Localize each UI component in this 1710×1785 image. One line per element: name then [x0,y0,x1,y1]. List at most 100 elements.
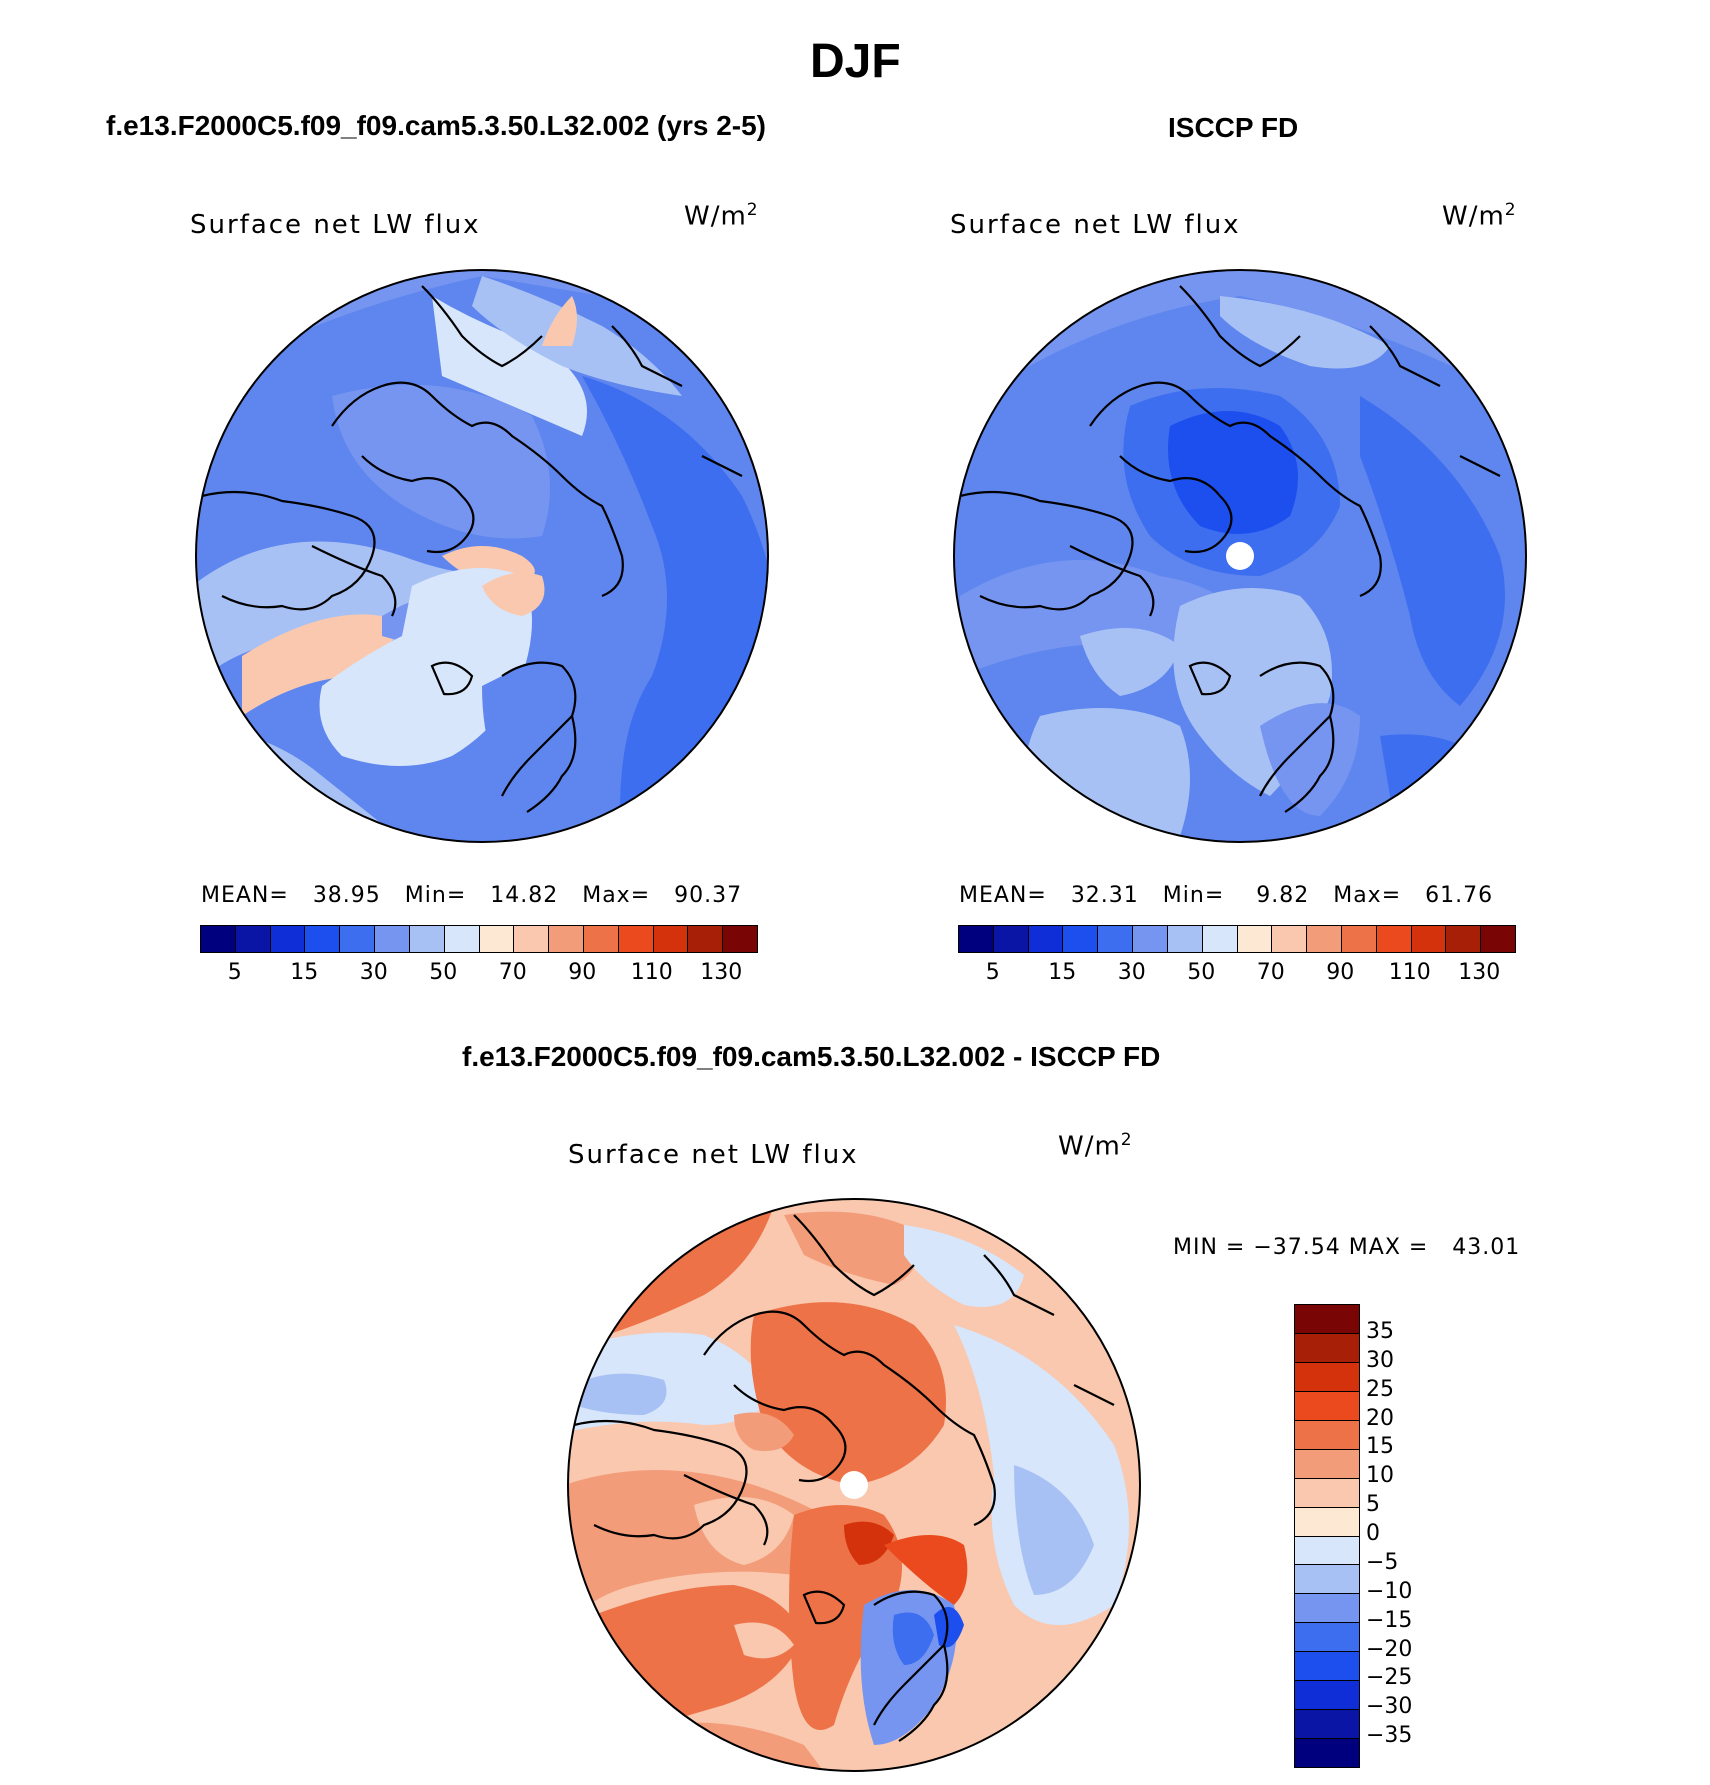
colorbar-swatch [993,926,1029,952]
colorbar-tick-label: 15 [1366,1434,1394,1460]
colorbar-tick-label: 30 [359,960,388,985]
colorbar-swatch [1295,1507,1359,1537]
model-colorbar [200,925,758,953]
colorbar-tick-label: 5 [1366,1492,1380,1518]
colorbar-swatch [1295,1420,1359,1450]
difference-colorbar [1294,1304,1360,1768]
colorbar-tick-label: −30 [1366,1694,1413,1720]
model-min-value: 14.82 [490,883,559,908]
colorbar-swatch [201,926,236,952]
difference-polar-map [567,1198,1141,1772]
units-exponent: 2 [1504,200,1517,220]
colorbar-swatch [1446,926,1482,952]
diff-max-label: MAX = [1348,1235,1429,1260]
colorbar-tick-label: 130 [1458,960,1501,985]
colorbar-swatch [549,926,584,952]
colorbar-tick-label: 90 [568,960,597,985]
colorbar-swatch [1481,926,1515,952]
colorbar-swatch [1295,1652,1359,1682]
colorbar-swatch [1295,1478,1359,1508]
colorbar-swatch [1295,1710,1359,1740]
obs-polar-map [953,269,1527,843]
colorbar-tick-label: −15 [1366,1607,1413,1633]
colorbar-swatch [1295,1449,1359,1479]
colorbar-tick-label: 0 [1366,1521,1380,1546]
model-units-label: W/m2 [684,200,759,232]
colorbar-swatch [270,926,306,952]
colorbar-swatch [1376,926,1412,952]
obs-max-value: 61.76 [1425,883,1494,908]
diff-panel-title: f.e13.F2000C5.f09_f09.cam5.3.50.L32.002 … [462,1041,1161,1072]
colorbar-swatch [1295,1681,1359,1711]
diff-minmax: MIN = −37.54 MAX = 43.01 [1173,1235,1520,1260]
obs-mean-value: 32.31 [1070,883,1139,908]
colorbar-tick-label: 35 [1366,1318,1394,1344]
colorbar-swatch [1295,1333,1359,1363]
model-polar-map [195,269,769,843]
obs-mean-label: MEAN= [959,883,1047,908]
colorbar-swatch [375,926,410,952]
colorbar-swatch [1307,926,1342,952]
colorbar-tick-label: 5 [985,960,1000,985]
colorbar-swatch [1295,1594,1359,1624]
units-exponent: 2 [1120,1130,1133,1150]
model-min-label: Min= [404,883,467,908]
obs-max-label: Max= [1333,883,1402,908]
colorbar-swatch [583,926,619,952]
colorbar-swatch [1295,1739,1359,1767]
units-base: W/m [1442,201,1505,232]
season-title: DJF [810,35,901,88]
colorbar-swatch [1167,926,1203,952]
colorbar-tick-label: 70 [498,960,527,985]
colorbar-tick-label: 50 [429,960,458,985]
colorbar-swatch [723,926,757,952]
colorbar-swatch [1202,926,1238,952]
model-max-value: 90.37 [674,883,743,908]
units-exponent: 2 [746,200,759,220]
diff-min-label: MIN = [1173,1235,1246,1260]
colorbar-tick-label: −25 [1366,1665,1413,1691]
units-base: W/m [684,201,747,232]
colorbar-tick-label: 110 [630,960,673,985]
diff-variable-label: Surface net LW flux [568,1140,859,1170]
colorbar-swatch [1272,926,1308,952]
obs-panel-title: ISCCP FD [1168,112,1299,143]
colorbar-swatch [959,926,994,952]
colorbar-swatch [1028,926,1064,952]
model-variable-label: Surface net LW flux [190,210,481,240]
obs-variable-label: Surface net LW flux [950,210,1241,240]
colorbar-tick-label: −5 [1366,1549,1399,1575]
colorbar-swatch [1295,1362,1359,1392]
colorbar-swatch [1295,1391,1359,1421]
colorbar-tick-label: 70 [1256,960,1285,985]
colorbar-swatch [409,926,445,952]
colorbar-tick-label: 5 [227,960,242,985]
colorbar-tick-label: 110 [1388,960,1431,985]
obs-colorbar [958,925,1516,953]
obs-stats: MEAN= 32.31 Min= 9.82 Max= 61.76 [959,883,1493,908]
colorbar-swatch [1133,926,1168,952]
colorbar-swatch [1411,926,1447,952]
colorbar-swatch [479,926,515,952]
units-base: W/m [1058,1131,1121,1162]
colorbar-swatch [1341,926,1377,952]
colorbar-swatch [1295,1305,1359,1334]
colorbar-swatch [1237,926,1273,952]
colorbar-swatch [1295,1623,1359,1653]
colorbar-tick-label: 30 [1366,1347,1394,1373]
model-mean-label: MEAN= [201,883,289,908]
colorbar-tick-label: 90 [1326,960,1355,985]
diff-units-label: W/m2 [1058,1130,1133,1162]
obs-min-label: Min= [1162,883,1225,908]
model-stats: MEAN= 38.95 Min= 14.82 Max= 90.37 [201,883,742,908]
colorbar-swatch [514,926,550,952]
colorbar-swatch [1295,1565,1359,1595]
model-panel-title: f.e13.F2000C5.f09_f09.cam5.3.50.L32.002 … [106,110,766,141]
colorbar-tick-label: 25 [1366,1376,1394,1402]
colorbar-tick-label: 50 [1187,960,1216,985]
diff-max-value: 43.01 [1452,1235,1521,1260]
colorbar-swatch [444,926,480,952]
colorbar-tick-label: −10 [1366,1578,1413,1604]
obs-units-label: W/m2 [1442,200,1517,232]
